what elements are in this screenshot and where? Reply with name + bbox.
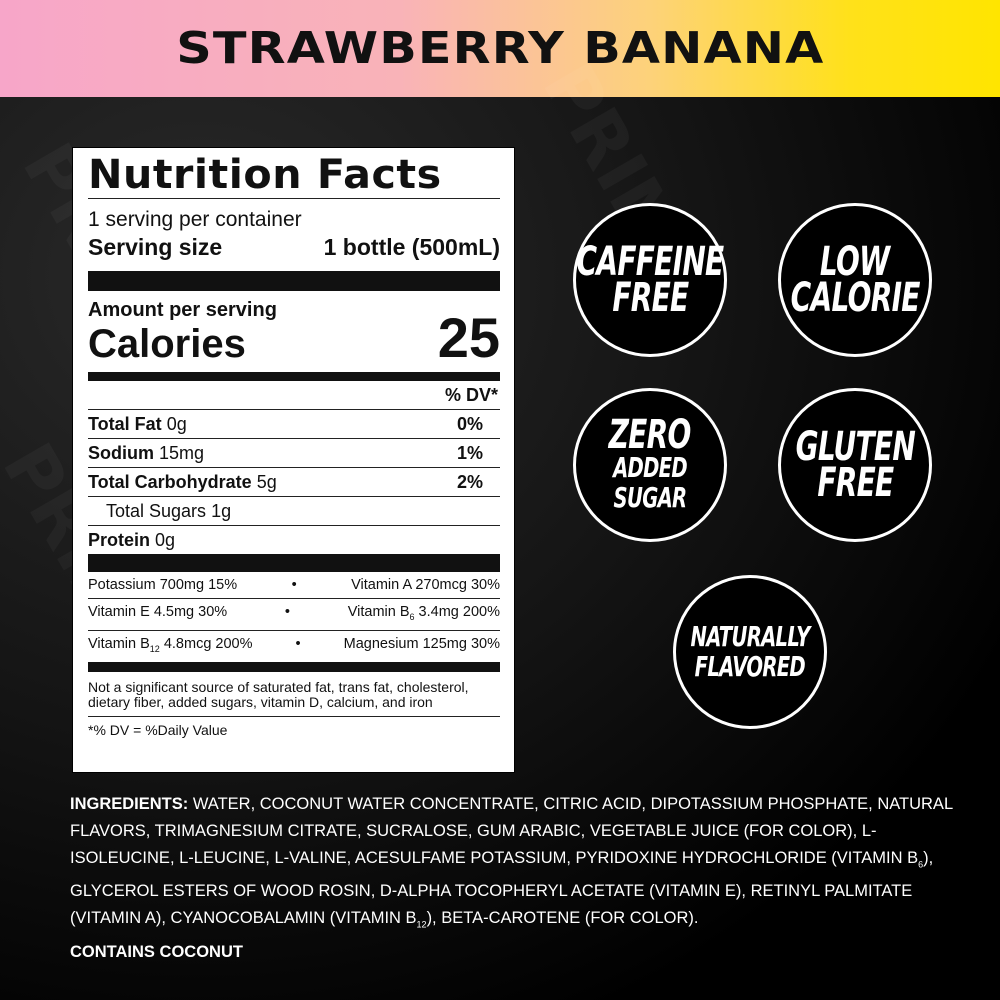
vitamins-section: Potassium 700mg 15% • Vitamin A 270mcg 30%…	[88, 572, 500, 662]
vitamin-row: Vitamin B12 4.8mcg 200% • Magnesium 125mg …	[88, 629, 500, 662]
nutrient-row: Total Carbohydrate 5g 2%	[88, 467, 500, 496]
nutrient-row: Sodium 15mg 1%	[88, 438, 500, 467]
nutrient-row: Protein 0g	[88, 525, 500, 554]
nutrient-row: Total Sugars 1g	[88, 496, 500, 525]
calories-row: Calories 25	[88, 306, 500, 369]
nutrition-title: Nutrition Facts	[88, 152, 442, 198]
badge-naturally-flavored: NATURALLY FLAVORED	[673, 575, 827, 729]
amount-per-serving: Amount per serving	[88, 299, 277, 321]
nutrient-row: Total Fat 0g 0%	[88, 409, 500, 438]
vitamin-row: Potassium 700mg 15% • Vitamin A 270mcg 30%	[88, 577, 500, 593]
calories-value: 25	[437, 306, 500, 369]
flavor-title: STRAWBERRY BANANA	[175, 23, 825, 74]
ingredients-label: INGREDIENTS:	[70, 795, 189, 813]
serving-size-label: Serving size	[88, 234, 223, 260]
vitamin-row: Vitamin E 4.5mg 30% • Vitamin B6 3.4mg 200…	[88, 598, 500, 630]
dv-header: % DV*	[444, 385, 498, 405]
calories-label: Calories	[88, 322, 246, 366]
flavor-header: STRAWBERRY BANANA	[0, 0, 1000, 97]
badge-zero-added-sugar: ZERO ADDED SUGAR	[573, 388, 727, 542]
badge-gluten-free: GLUTEN FREE	[778, 388, 932, 542]
dv-note: *% DV = %Daily Value	[88, 715, 500, 743]
serving-size: Serving size 1 bottle (500mL)	[88, 233, 500, 261]
footnote: Not a significant source of saturated fa…	[88, 678, 469, 710]
servings-per-container: 1 serving per container	[88, 208, 302, 231]
contains-note: CONTAINS COCONUT	[70, 942, 243, 961]
badge-caffeine-free: CAFFEINE FREE	[573, 203, 727, 357]
serving-size-value: 1 bottle (500mL)	[323, 234, 500, 260]
badge-low-calorie: LOW CALORIE	[778, 203, 932, 357]
nutrition-facts-label: Nutrition Facts 1 serving per container …	[72, 147, 515, 773]
ingredients: INGREDIENTS: WATER, COCONUT WATER CONCEN…	[70, 795, 953, 961]
